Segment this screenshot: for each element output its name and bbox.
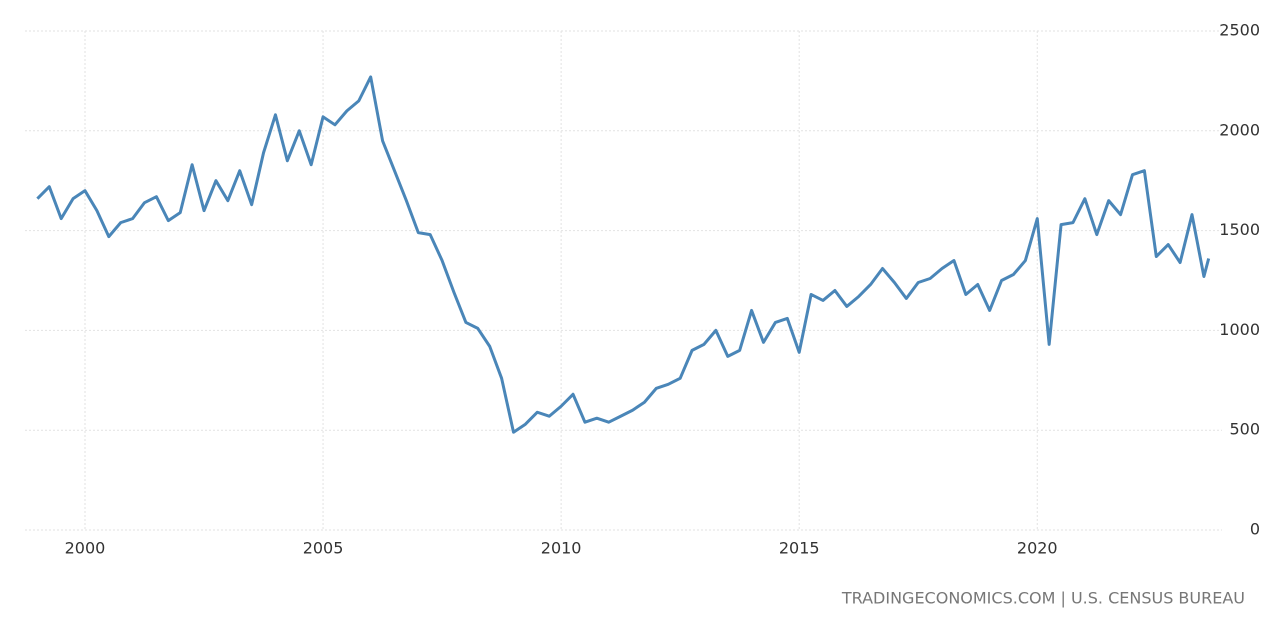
x-tick-label: 2015: [779, 539, 820, 558]
x-tick-label: 2005: [303, 539, 344, 558]
y-tick-label: 0: [1250, 520, 1260, 539]
x-tick-label: 2020: [1017, 539, 1058, 558]
x-tick-label: 2010: [541, 539, 582, 558]
data-line: [36, 75, 1211, 434]
x-tick-label: 2000: [65, 539, 106, 558]
y-tick-label: 2000: [1219, 120, 1260, 139]
source-note: TRADINGECONOMICS.COM | U.S. CENSUS BUREA…: [841, 589, 1245, 608]
y-tick-label: 1000: [1219, 320, 1260, 339]
y-tick-label: 1500: [1219, 220, 1260, 239]
y-tick-label: 500: [1229, 420, 1260, 439]
y-tick-label: 2500: [1219, 21, 1260, 40]
